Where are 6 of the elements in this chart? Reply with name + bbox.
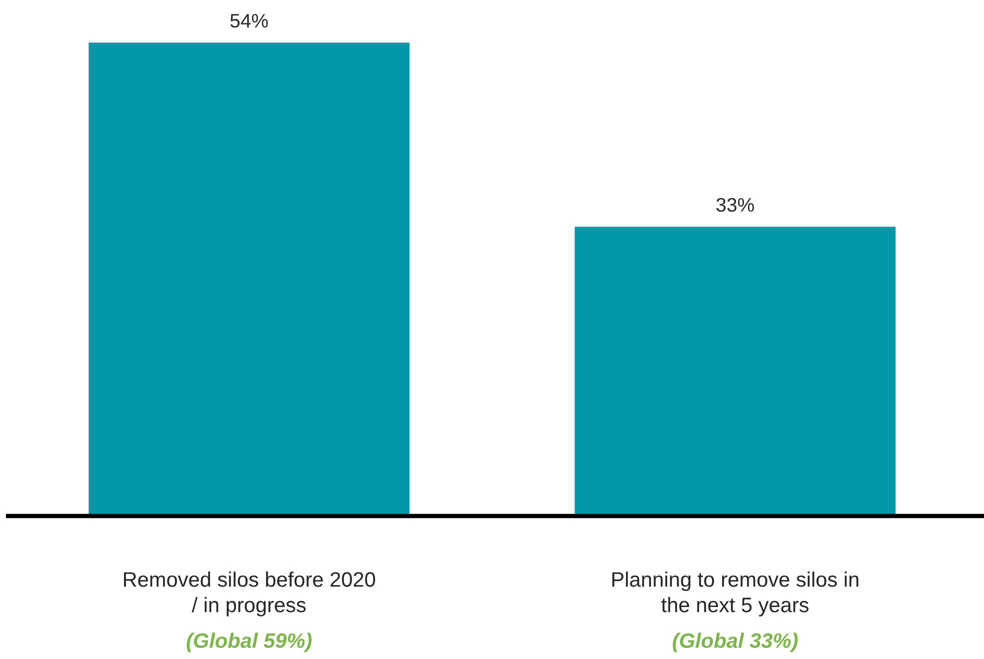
data-label: 33% — [716, 198, 754, 212]
text: (Global 33%) — [672, 632, 798, 652]
data-label: 54% — [230, 14, 268, 28]
x-tick-label: Planning to remove silos in the next 5 years — [612, 572, 858, 616]
text: (Global 59%) — [186, 632, 312, 652]
x-tick-label: Removed silos before 2020 / in progress — [124, 572, 376, 616]
